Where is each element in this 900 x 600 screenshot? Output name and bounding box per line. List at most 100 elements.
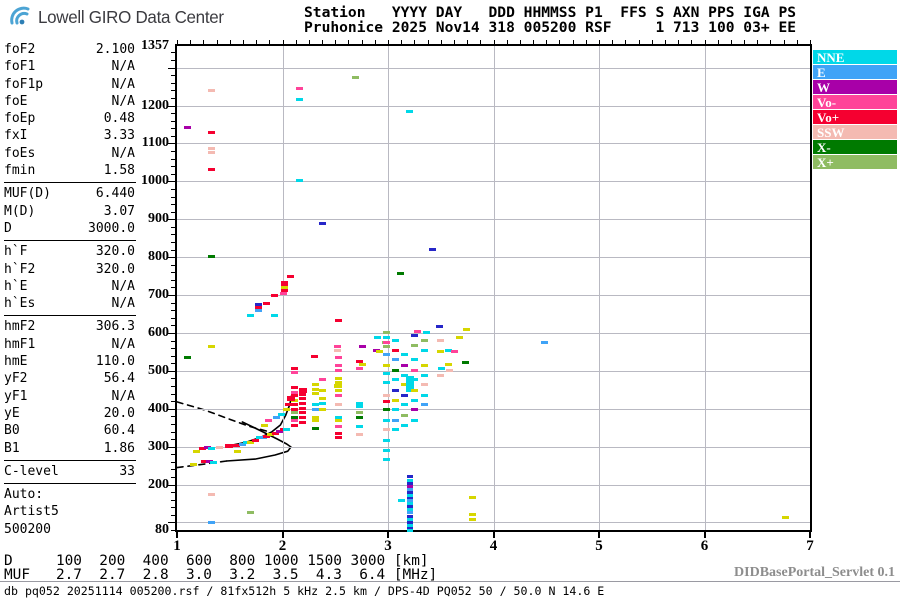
echo-point — [401, 353, 409, 357]
y-axis-tick — [171, 90, 175, 92]
echo-point — [334, 425, 342, 429]
param-value: N/A — [111, 336, 135, 352]
echo-point — [356, 366, 363, 370]
echo-point — [356, 416, 363, 420]
x-axis-label-7: 7 — [806, 538, 814, 554]
param-value: N/A — [111, 278, 135, 294]
y-axis-tick — [168, 370, 175, 372]
echo-point — [406, 380, 415, 385]
top-axis-tick — [229, 40, 231, 44]
echo-point — [270, 314, 278, 318]
echo-point — [356, 425, 363, 429]
param-label: foEp — [4, 111, 36, 127]
param-value: 2.100 — [95, 42, 135, 57]
param-row-hes: h`Es N/A — [4, 295, 135, 312]
y-axis-tick — [171, 317, 175, 319]
y-axis-tick — [168, 105, 175, 107]
y-axis-tick — [171, 196, 175, 198]
echo-point — [334, 388, 342, 392]
y-axis-tick — [171, 234, 175, 236]
echo-point — [401, 373, 409, 377]
top-axis-tick — [678, 40, 680, 44]
x-axis-tick — [703, 532, 706, 538]
echo-point — [208, 492, 216, 496]
echo-point — [265, 419, 273, 423]
y-axis-tick — [168, 67, 175, 69]
echo-point — [407, 511, 414, 515]
echo-point — [421, 363, 429, 367]
echo-point — [208, 447, 216, 451]
echo-point — [285, 403, 293, 407]
measurement-status-line: db pq052 20251114 005200.rsf / 81fx512h … — [4, 584, 605, 598]
echo-point — [334, 403, 342, 407]
y-axis-tick — [171, 113, 175, 115]
echo-point — [383, 344, 391, 348]
echo-point — [407, 502, 414, 506]
echo-point — [247, 440, 255, 444]
param-row-fof1p: foF1p N/A — [4, 76, 135, 93]
giro-logo: Lowell GIRO Data Center — [8, 5, 230, 29]
echo-point — [406, 376, 415, 380]
y-axis-tick — [171, 75, 175, 77]
y-axis-tick — [171, 348, 175, 350]
y-axis-tick — [171, 461, 175, 463]
top-axis-tick — [506, 40, 508, 44]
y-axis-tick — [171, 423, 175, 425]
echo-point — [356, 432, 363, 436]
echo-point — [398, 499, 406, 503]
echo-point — [334, 393, 342, 397]
y-axis-tick — [171, 431, 175, 433]
param-row-clevel: C-level 33 — [4, 463, 135, 480]
y-axis-tick — [171, 287, 175, 289]
echo-point — [407, 528, 414, 532]
y-axis-tick — [171, 173, 175, 175]
y-axis-tick — [171, 226, 175, 228]
param-value: 0.48 — [103, 111, 135, 127]
top-axis-tick — [691, 40, 693, 44]
echo-point — [334, 435, 342, 439]
y-axis-tick — [171, 241, 175, 243]
echo-point — [383, 408, 391, 412]
y-axis-tick — [171, 52, 175, 54]
y-axis-tick — [171, 211, 175, 213]
param-divider — [4, 315, 136, 317]
y-axis-label-900: 900 — [148, 211, 169, 227]
echo-point — [383, 381, 391, 385]
echo-point — [334, 384, 343, 388]
y-axis-tick — [171, 272, 175, 274]
param-value: 60.4 — [103, 423, 135, 439]
top-axis-tick — [322, 40, 324, 44]
echo-point — [359, 362, 367, 366]
echo-point — [283, 427, 291, 431]
echo-point — [319, 378, 327, 382]
y-axis-tick — [171, 514, 175, 516]
y-axis-tick — [171, 120, 175, 122]
y-axis-label-500: 500 — [148, 362, 169, 378]
echo-point — [208, 130, 216, 134]
y-axis-tick — [171, 439, 175, 440]
echo-point — [334, 380, 342, 384]
top-axis-tick — [256, 40, 258, 44]
legend-item-x: X- — [813, 140, 897, 155]
param-value: N/A — [111, 296, 135, 312]
y-axis-tick — [171, 188, 175, 190]
top-axis-tick — [533, 40, 535, 44]
y-axis-label-800: 800 — [148, 249, 169, 265]
y-axis-tick — [171, 60, 175, 61]
echo-point — [254, 309, 262, 313]
servlet-version-label: DIDBasePortal_Servlet 0.1 — [734, 565, 895, 580]
echo-point — [243, 441, 251, 445]
gridline-horizontal — [177, 257, 810, 259]
param-label: h`E — [4, 278, 28, 294]
echo-point — [295, 179, 303, 183]
echo-point — [334, 356, 342, 360]
echo-point — [407, 481, 414, 485]
y-axis-tick — [171, 302, 175, 304]
param-value: 3.07 — [103, 203, 135, 219]
top-axis-tick — [572, 40, 574, 44]
echo-point — [383, 371, 391, 375]
gridline-horizontal — [177, 408, 810, 410]
param-value: 1.86 — [103, 440, 135, 456]
param-value: 1.58 — [103, 163, 135, 179]
y-axis-tick — [168, 295, 175, 296]
